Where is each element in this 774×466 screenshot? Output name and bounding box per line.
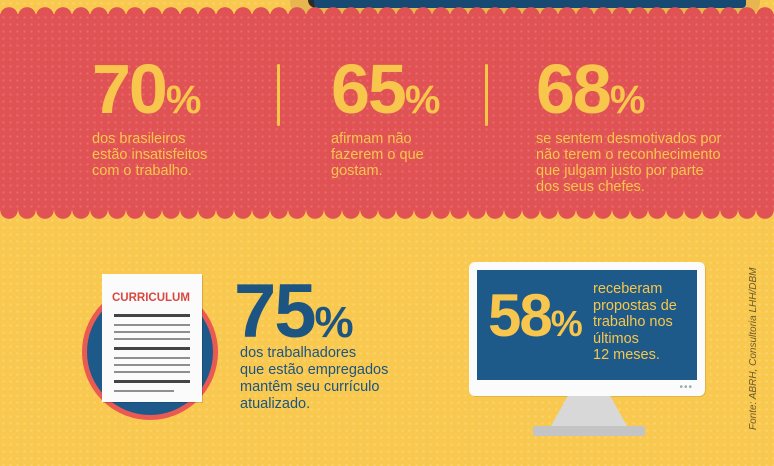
document-line [114, 324, 190, 326]
monitor-stand [551, 396, 627, 426]
stat-58-description: receberam propostas de trabalho nos últi… [593, 281, 677, 363]
document-line [114, 357, 190, 359]
stat-75-description: dos trabalhadores que estão empregados m… [240, 345, 389, 412]
stat-number: 68% [536, 50, 646, 128]
stat-divider [485, 64, 488, 126]
document-line [114, 338, 190, 340]
document-line [114, 347, 190, 350]
band-scallop-bottom [0, 210, 774, 224]
band-scallop-top [0, 2, 774, 16]
curriculum-header: CURRICULUM [112, 292, 190, 304]
stat-68: 68% se sentem desmotivados por não terem… [536, 50, 722, 195]
stat-description: dos brasileiros estão insatisfeitos com … [92, 131, 208, 179]
stat-number: 75% [234, 269, 354, 354]
monitor-stand-base [533, 426, 645, 436]
document-line [114, 371, 190, 373]
document-line [114, 380, 190, 383]
document-line [114, 331, 190, 333]
monitor-screen [477, 270, 697, 380]
stat-description: afirmam não fazerem o que gostam. [331, 131, 424, 179]
stat-70: 70% dos brasileiros estão insatisfeitos … [92, 50, 208, 179]
stat-58: 58% [488, 282, 583, 349]
red-stats-band [0, 14, 774, 210]
document-line [114, 390, 174, 392]
stat-75: 75% [234, 269, 354, 357]
source-credit: Fonte: ABRH, Consultoria LHH/DBM [748, 267, 759, 430]
curriculum-document: CURRICULUM [102, 274, 202, 402]
stat-number: 70% [92, 50, 202, 128]
monitor-dots-icon: ••• [679, 382, 693, 393]
stat-65: 65% afirmam não fazerem o que gostam. [331, 50, 441, 179]
stat-divider [277, 64, 280, 126]
stat-number: 65% [331, 50, 441, 128]
document-line [114, 364, 190, 366]
stat-description: se sentem desmotivados por não terem o r… [536, 131, 722, 195]
document-line [114, 314, 190, 317]
monitor-illustration: ••• [469, 262, 705, 396]
